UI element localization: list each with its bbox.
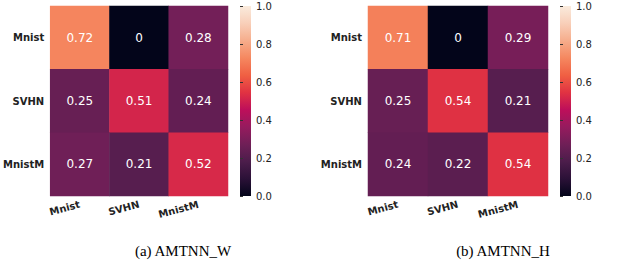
svg-text:MnistM: MnistM xyxy=(3,159,44,170)
svg-text:0.4: 0.4 xyxy=(576,115,592,126)
svg-text:0.21: 0.21 xyxy=(126,157,153,171)
svg-text:0.71: 0.71 xyxy=(385,31,412,45)
svg-text:MnistM: MnistM xyxy=(477,199,520,220)
svg-text:MnistM: MnistM xyxy=(321,159,362,170)
svg-text:1.0: 1.0 xyxy=(576,1,592,12)
svg-text:SVHN: SVHN xyxy=(12,96,44,107)
svg-text:0.24: 0.24 xyxy=(185,94,212,108)
svg-text:SVHN: SVHN xyxy=(107,199,140,218)
svg-text:0.2: 0.2 xyxy=(576,153,592,164)
svg-text:Mnist: Mnist xyxy=(331,32,362,43)
svg-text:Mnist: Mnist xyxy=(13,32,44,43)
svg-text:0.0: 0.0 xyxy=(576,191,592,202)
svg-text:SVHN: SVHN xyxy=(426,199,459,218)
svg-text:0.21: 0.21 xyxy=(505,94,532,108)
svg-text:(a) AMTNN_W: (a) AMTNN_W xyxy=(135,243,232,260)
svg-text:0.6: 0.6 xyxy=(256,77,272,88)
svg-text:0.4: 0.4 xyxy=(256,115,272,126)
svg-text:0.29: 0.29 xyxy=(505,31,532,45)
svg-text:SVHN: SVHN xyxy=(330,96,362,107)
svg-text:0.6: 0.6 xyxy=(576,77,592,88)
svg-text:0: 0 xyxy=(454,31,462,45)
svg-text:0.54: 0.54 xyxy=(505,157,532,171)
svg-text:0.72: 0.72 xyxy=(66,31,93,45)
svg-text:0: 0 xyxy=(135,31,143,45)
svg-text:Mnist: Mnist xyxy=(48,199,81,218)
svg-text:Mnist: Mnist xyxy=(366,199,399,218)
svg-text:0.25: 0.25 xyxy=(66,94,93,108)
svg-text:0.27: 0.27 xyxy=(66,157,93,171)
svg-text:(b) AMTNN_H: (b) AMTNN_H xyxy=(456,243,550,260)
svg-text:0.0: 0.0 xyxy=(256,191,272,202)
svg-text:0.24: 0.24 xyxy=(385,157,412,171)
svg-text:MnistM: MnistM xyxy=(157,199,200,220)
svg-text:0.22: 0.22 xyxy=(445,157,472,171)
svg-text:0.52: 0.52 xyxy=(185,157,212,171)
svg-text:1.0: 1.0 xyxy=(256,1,272,12)
svg-text:0.28: 0.28 xyxy=(185,31,212,45)
svg-text:0.51: 0.51 xyxy=(126,94,153,108)
svg-text:0.8: 0.8 xyxy=(576,39,592,50)
svg-text:0.54: 0.54 xyxy=(445,94,472,108)
svg-text:0.2: 0.2 xyxy=(256,153,272,164)
svg-text:0.8: 0.8 xyxy=(256,39,272,50)
svg-text:0.25: 0.25 xyxy=(385,94,412,108)
